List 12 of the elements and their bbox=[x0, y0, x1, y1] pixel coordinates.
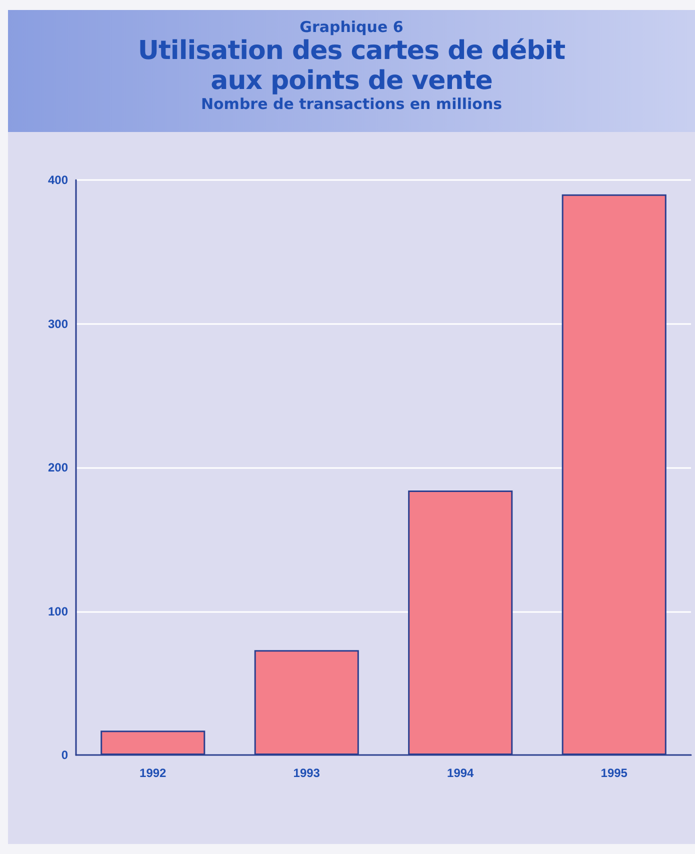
x-tick-label: 1994 bbox=[447, 766, 474, 780]
x-tick-label: 1995 bbox=[600, 766, 628, 780]
x-tick-label: 1992 bbox=[140, 766, 167, 780]
chart-title: Utilisation des cartes de débit aux points de vente bbox=[136, 36, 566, 96]
y-tick-label: 400 bbox=[48, 173, 68, 187]
y-tick-label: 100 bbox=[48, 604, 68, 618]
y-tick-label: 300 bbox=[48, 316, 68, 331]
y-tick-label: 0 bbox=[61, 748, 68, 762]
text: Graphique 6 bbox=[298, 18, 404, 36]
chart-subtitle: Nombre de transactions en millions bbox=[200, 95, 504, 113]
x-tick-label: 1993 bbox=[293, 766, 320, 780]
y-tick-label: 200 bbox=[48, 460, 68, 474]
